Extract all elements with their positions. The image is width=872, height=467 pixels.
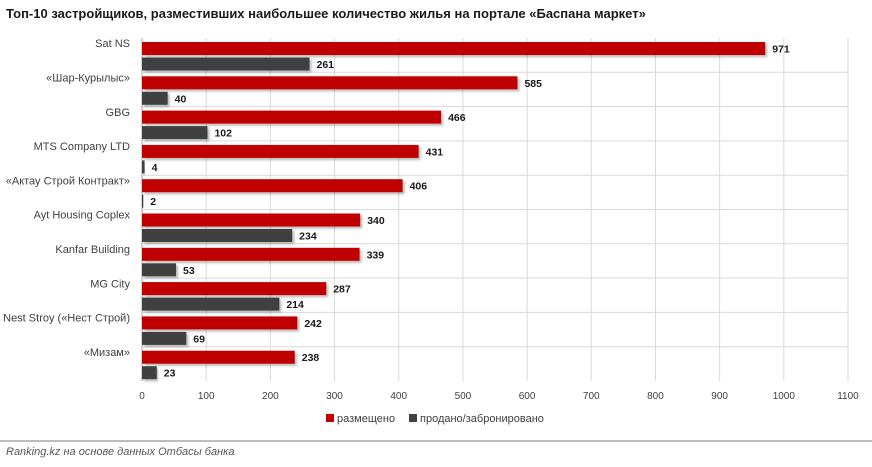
legend-label-sold: продано/забронировано: [420, 413, 544, 425]
x-tick-label: 700: [583, 391, 600, 402]
x-tick-label: 200: [262, 391, 279, 402]
category-label: Ayt Housing Coplex: [34, 210, 131, 222]
data-label: 69: [193, 333, 205, 345]
x-tick-label: 1100: [837, 391, 859, 402]
data-label: 339: [367, 249, 385, 261]
x-tick-label: 800: [647, 391, 664, 402]
data-label: 2: [150, 196, 156, 208]
bar-placed: [142, 76, 518, 90]
category-label: MG City: [90, 278, 130, 290]
bar-placed: [142, 247, 360, 261]
category-label: Sat NS: [95, 38, 130, 50]
x-tick-label: 100: [198, 391, 215, 402]
bar-placed: [142, 110, 442, 124]
x-tick-label: 300: [326, 391, 343, 402]
data-label: 287: [333, 284, 351, 296]
x-tick-label: 500: [455, 391, 472, 402]
category-label: GBG: [106, 107, 130, 119]
bar-sold: [142, 331, 187, 345]
bar-sold: [142, 263, 177, 277]
bar-placed: [142, 282, 327, 296]
bar-placed: [142, 213, 361, 227]
category-label: «Шар-Курылыс»: [46, 72, 130, 84]
legend-swatch-sold: [409, 414, 417, 422]
data-label: 40: [175, 93, 187, 105]
bar-sold: [142, 91, 168, 105]
category-label: Nest Stroy («Нест Строй): [3, 313, 130, 325]
bar-placed: [142, 144, 419, 158]
source-note: Ranking.kz на основе данных Отбасы банка: [6, 446, 235, 458]
data-label: 214: [286, 299, 304, 311]
data-label: 406: [410, 181, 428, 193]
bar-placed: [142, 179, 403, 193]
x-tick-label: 400: [390, 391, 407, 402]
x-tick-label: 900: [711, 391, 728, 402]
x-tick-label: 1000: [773, 391, 796, 402]
bar-sold: [142, 126, 208, 140]
data-label: 23: [164, 368, 176, 380]
data-label: 102: [214, 128, 232, 140]
data-label: 466: [448, 112, 466, 124]
data-label: 53: [183, 265, 195, 277]
data-label: 238: [302, 352, 320, 364]
chart-title: Топ-10 застройщиков, разместивших наибол…: [6, 6, 646, 21]
data-label: 261: [317, 59, 335, 71]
x-tick-label: 0: [139, 391, 145, 402]
footer-divider: [0, 440, 872, 442]
data-label: 4: [152, 162, 158, 174]
bar-placed: [142, 316, 298, 330]
category-label: Kanfar Building: [55, 244, 130, 256]
bar-sold: [142, 194, 144, 208]
bar-sold: [142, 297, 280, 311]
bar-sold: [142, 160, 145, 174]
x-tick-label: 600: [519, 391, 536, 402]
data-label: 971: [772, 44, 790, 56]
data-label: 585: [524, 78, 542, 90]
legend-label-placed: размещено: [337, 413, 395, 425]
bar-sold: [142, 57, 310, 71]
category-label: «Актау Строй Контракт»: [6, 175, 130, 187]
bar-sold: [142, 366, 157, 380]
bar-sold: [142, 229, 293, 242]
data-label: 431: [426, 146, 444, 158]
category-label: «Мизам»: [84, 347, 130, 359]
bar-chart: 0 100 200 300 400 500 600 700 800 900 1000 1100 Sat …: [3, 38, 859, 425]
data-label: 340: [367, 215, 385, 227]
bar-placed: [142, 350, 295, 364]
legend-swatch-placed: [326, 414, 334, 422]
data-label: 234: [299, 231, 317, 243]
bar-placed: [142, 42, 766, 55]
category-label: MTS Company LTD: [34, 141, 130, 153]
data-label: 242: [304, 318, 322, 330]
